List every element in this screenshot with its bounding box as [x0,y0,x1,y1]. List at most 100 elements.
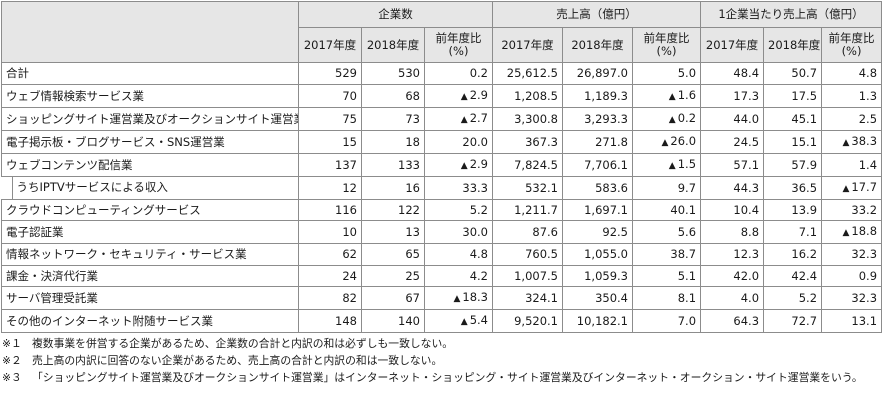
value-cell: 7.1 [763,220,823,245]
value-cell: 10.4 [700,198,765,222]
value-cell: 18 [361,129,425,154]
value-cell: 140 [361,309,425,334]
subcolumn-header: 2018年度 [562,27,633,63]
row-label: 電子掲示板・ブログサービス・SNS運営業 [1,129,299,154]
value-cell: 1.4 [821,152,882,177]
value-cell: 2.5 [821,106,882,131]
value-cell: 65 [361,243,425,266]
value-cell: 133 [361,152,425,177]
value-cell: 1,007.5 [492,264,563,288]
table-body: 合計 529 530 0.2 25,612.5 26,897.0 5.0 48.4 50.7 4.… [1,62,882,334]
value-cell: 45.1 [763,106,823,131]
value-cell: 350.4 [562,286,633,311]
value-cell: 24.5 [700,129,765,154]
value-cell: 17.5 [763,83,823,108]
footnote-text: 売上高の内訳に回答のない企業があるため、売上高の合計と内訳の和は一致しない。 [32,354,443,367]
value-cell: 67 [361,286,425,311]
table-row: うちIPTVサービスによる収入 12 16 33.3 532.1 583.6 9.7 44.3… [1,175,882,200]
decrease-triangle-icon: ▲ [668,160,676,171]
footnotes: ※１ 複数事業を併営する企業があるため、企業数の合計と内訳の和は必ずしも一致しない… [2,335,880,386]
value-cell: 82 [298,286,362,311]
footnote-text: 「ショッピングサイト運営業及びオークションサイト運営業」はインターネット・ショッ… [32,371,863,384]
value-cell: 583.6 [562,175,633,200]
row-label: クラウドコンピューティングサービス [1,198,299,222]
value-cell: 1,208.5 [492,83,563,108]
value-cell: 271.8 [562,129,633,154]
value-cell: 40.1 [631,198,702,222]
row-label: うちIPTVサービスによる収入 [1,175,299,200]
value-cell: ▲ 1.6 [631,83,702,108]
value-cell: 1,211.7 [492,198,563,222]
value-cell: 10 [298,220,362,245]
subcolumn-header: 前年度比 (%) [631,27,702,63]
value-cell: 5.2 [763,286,823,311]
footnote-mark: ※３ [2,371,22,384]
table-row: 課金・決済代行業 24 25 4.2 1,007.5 1,059.3 5.1 42.0 42.4… [1,264,882,288]
table-row: 情報ネットワーク・セキュリティ・サービス業 62 65 4.8 760.5 1,055.0… [1,243,882,266]
value-cell: 7,824.5 [492,152,563,177]
table-row: ウェブコンテンツ配信業 137 133 ▲ 2.9 7,824.5 7,706.1 ▲ 1.5 5… [1,152,882,177]
value-cell: 3,300.8 [492,106,563,131]
footnote-mark: ※２ [2,354,22,367]
row-label: 課金・決済代行業 [1,264,299,288]
subcolumn-header: 前年度比 (%) [821,27,882,63]
decrease-triangle-icon: ▲ [460,91,468,102]
value-cell: 324.1 [492,286,563,311]
value-cell: 73 [361,106,425,131]
value-cell: 122 [361,198,425,222]
value-cell: 42.4 [763,264,823,288]
subcolumn-header: 2017年度 [492,27,563,63]
value-cell: 10,182.1 [562,309,633,334]
value-cell: 16 [361,175,425,200]
decrease-triangle-icon: ▲ [842,183,850,194]
value-cell: 25 [361,264,425,288]
value-cell: 1.3 [821,83,882,108]
row-label: ウェブ情報検索サービス業 [1,83,299,108]
value-cell: ▲ 2.9 [424,83,493,108]
value-cell: 57.9 [763,152,823,177]
value-cell: 68 [361,83,425,108]
value-cell: 9.7 [631,175,702,200]
row-label: サーバ管理受託業 [1,286,299,311]
value-cell: 5.2 [424,198,493,222]
value-cell: 4.2 [424,264,493,288]
group-header-companies: 企業数 [298,1,493,28]
value-cell: 57.1 [700,152,765,177]
value-cell: 15 [298,129,362,154]
value-cell: ▲ 18.3 [424,286,493,311]
value-cell: 9,520.1 [492,309,563,334]
decrease-triangle-icon: ▲ [842,137,850,148]
group-header-sales-per-company: 1企業当たり売上高（億円） [700,1,882,28]
value-cell: 33.2 [821,198,882,222]
value-cell: 20.0 [424,129,493,154]
value-cell: 24 [298,264,362,288]
value-cell: 87.6 [492,220,563,245]
table-row: 電子認証業 10 13 30.0 87.6 92.5 5.6 8.8 7.1 ▲ 18.8 [1,220,882,245]
value-cell: 64.3 [700,309,765,334]
value-cell: 4.8 [821,62,882,85]
value-cell: 42.0 [700,264,765,288]
value-cell: 760.5 [492,243,563,266]
value-cell: 62 [298,243,362,266]
table-row: クラウドコンピューティングサービス 116 122 5.2 1,211.7 1,697.1… [1,198,882,222]
value-cell: ▲ 17.7 [821,175,882,200]
value-cell: 12.3 [700,243,765,266]
subcolumn-header: 2017年度 [700,27,765,63]
value-cell: 1,055.0 [562,243,633,266]
value-cell: ▲ 26.0 [631,129,702,154]
value-cell: 30.0 [424,220,493,245]
subcolumn-header: 2018年度 [763,27,823,63]
value-cell: 1,059.3 [562,264,633,288]
value-cell: 13.1 [821,309,882,334]
value-cell: 8.1 [631,286,702,311]
decrease-triangle-icon: ▲ [460,114,468,125]
value-cell: 70 [298,83,362,108]
value-cell: 44.0 [700,106,765,131]
corner-header-cell [1,1,299,63]
table-row: その他のインターネット附随サービス業 148 140 ▲ 5.4 9,520.1 10,18… [1,309,882,334]
value-cell: 44.3 [700,175,765,200]
value-cell: 0.2 [424,62,493,85]
value-cell: 367.3 [492,129,563,154]
subcolumn-header: 2018年度 [361,27,425,63]
footnote: ※３ 「ショッピングサイト運営業及びオークションサイト運営業」はインターネット・シ… [2,369,880,386]
